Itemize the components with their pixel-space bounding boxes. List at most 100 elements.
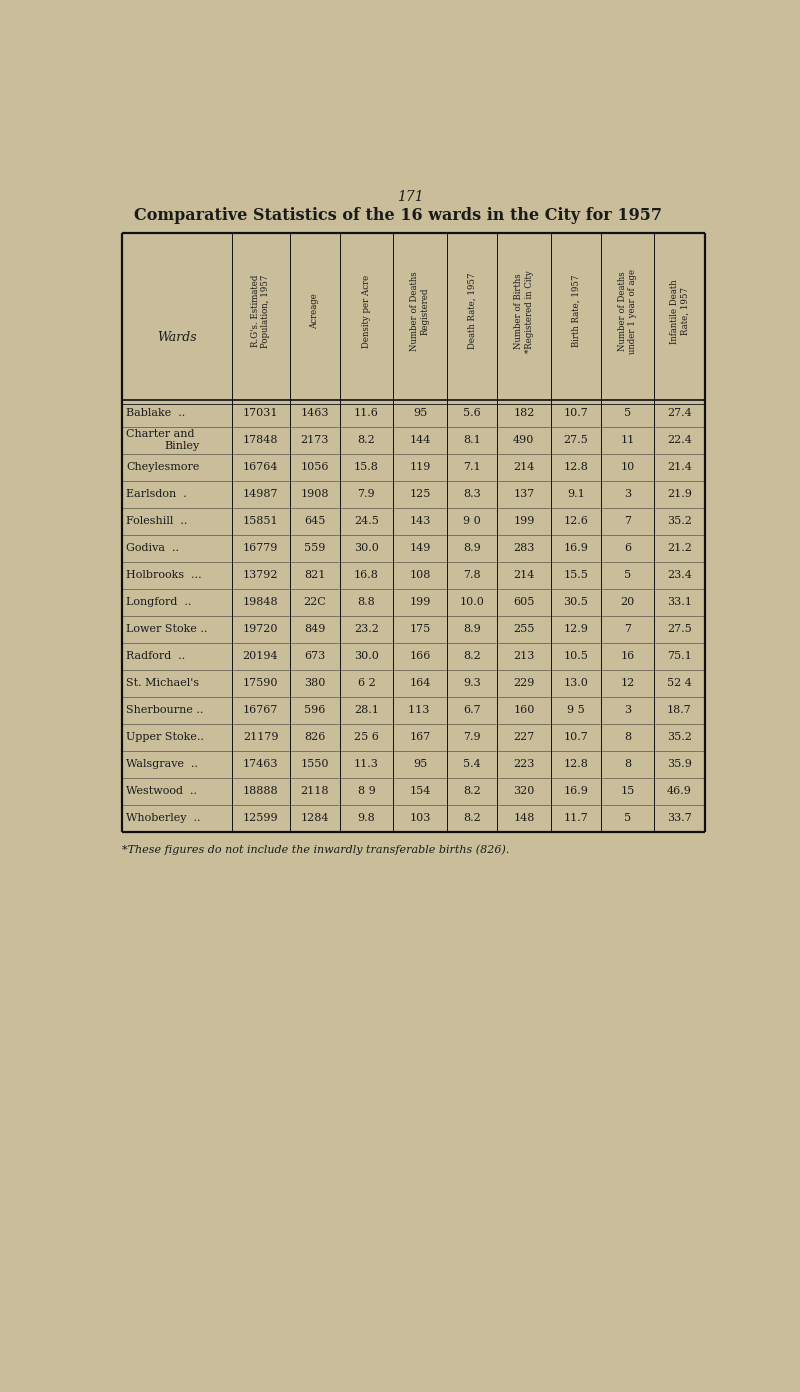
Text: 3: 3 [624, 706, 631, 715]
Text: 849: 849 [304, 624, 326, 635]
Text: 2173: 2173 [300, 436, 329, 445]
Text: 35.9: 35.9 [667, 759, 692, 770]
Text: 28.1: 28.1 [354, 706, 379, 715]
Text: 8.2: 8.2 [463, 651, 481, 661]
Text: 1463: 1463 [300, 408, 329, 418]
Text: 95: 95 [413, 759, 427, 770]
Text: 24.5: 24.5 [354, 516, 379, 526]
Text: 8: 8 [624, 732, 631, 742]
Text: 171: 171 [397, 191, 423, 205]
Text: Radford  ..: Radford .. [126, 651, 186, 661]
Text: Charter and: Charter and [126, 429, 194, 440]
Text: Number of Deaths
under 1 year of age: Number of Deaths under 1 year of age [618, 269, 638, 354]
Text: 125: 125 [410, 489, 431, 500]
Text: 95: 95 [413, 408, 427, 418]
Text: 7.8: 7.8 [463, 571, 481, 580]
Text: 16.9: 16.9 [563, 786, 588, 796]
Text: 7: 7 [624, 516, 631, 526]
Text: 213: 213 [513, 651, 534, 661]
Text: 143: 143 [410, 516, 431, 526]
Text: 108: 108 [410, 571, 431, 580]
Text: Density per Acre: Density per Acre [362, 274, 371, 348]
Text: 223: 223 [513, 759, 534, 770]
Text: 17031: 17031 [242, 408, 278, 418]
Text: 8.2: 8.2 [463, 786, 481, 796]
Text: Westwood  ..: Westwood .. [126, 786, 197, 796]
Text: 11.3: 11.3 [354, 759, 379, 770]
Text: 22C: 22C [303, 597, 326, 607]
Text: 8.1: 8.1 [463, 436, 481, 445]
Text: 7.9: 7.9 [463, 732, 481, 742]
Text: Acreage: Acreage [310, 294, 319, 329]
Text: 18.7: 18.7 [667, 706, 692, 715]
Text: 10: 10 [621, 462, 634, 472]
Text: 6 2: 6 2 [358, 678, 375, 688]
Text: 33.7: 33.7 [667, 813, 692, 823]
Text: 30.0: 30.0 [354, 543, 379, 553]
Text: 167: 167 [410, 732, 430, 742]
Text: Holbrooks  ...: Holbrooks ... [126, 571, 202, 580]
Text: 559: 559 [304, 543, 326, 553]
Text: Godiva  ..: Godiva .. [126, 543, 179, 553]
Text: 5.4: 5.4 [463, 759, 481, 770]
Text: 15851: 15851 [242, 516, 278, 526]
Text: 199: 199 [513, 516, 534, 526]
Text: 21179: 21179 [242, 732, 278, 742]
Text: 11: 11 [621, 436, 634, 445]
Text: 821: 821 [304, 571, 326, 580]
Text: 596: 596 [304, 706, 326, 715]
Text: 12.9: 12.9 [563, 624, 588, 635]
Text: 214: 214 [513, 571, 534, 580]
Text: 20: 20 [621, 597, 634, 607]
Text: 21.9: 21.9 [667, 489, 692, 500]
Text: 9 0: 9 0 [463, 516, 481, 526]
Text: Birth Rate, 1957: Birth Rate, 1957 [571, 276, 580, 348]
Text: 30.5: 30.5 [563, 597, 588, 607]
Text: 645: 645 [304, 516, 326, 526]
Text: 10.0: 10.0 [459, 597, 485, 607]
Text: Walsgrave  ..: Walsgrave .. [126, 759, 198, 770]
Text: Sherbourne ..: Sherbourne .. [126, 706, 203, 715]
Text: 18888: 18888 [242, 786, 278, 796]
Text: Death Rate, 1957: Death Rate, 1957 [467, 273, 477, 349]
Text: 75.1: 75.1 [667, 651, 692, 661]
Text: 7: 7 [624, 624, 631, 635]
Text: 12.8: 12.8 [563, 759, 588, 770]
Text: 8.2: 8.2 [358, 436, 375, 445]
Text: 16.8: 16.8 [354, 571, 379, 580]
Text: 33.1: 33.1 [667, 597, 692, 607]
Text: 27.4: 27.4 [667, 408, 692, 418]
Text: 14987: 14987 [242, 489, 278, 500]
Text: 10.7: 10.7 [563, 732, 588, 742]
Text: 320: 320 [513, 786, 534, 796]
Text: 103: 103 [410, 813, 431, 823]
Text: 8.2: 8.2 [463, 813, 481, 823]
Text: 229: 229 [513, 678, 534, 688]
Text: 1908: 1908 [300, 489, 329, 500]
Text: 16779: 16779 [243, 543, 278, 553]
Text: 19848: 19848 [242, 597, 278, 607]
Text: 12.6: 12.6 [563, 516, 588, 526]
Text: 15.5: 15.5 [563, 571, 588, 580]
Text: 199: 199 [410, 597, 431, 607]
Text: 46.9: 46.9 [667, 786, 692, 796]
Text: Comparative Statistics of the 16 wards in the City for 1957: Comparative Statistics of the 16 wards i… [134, 207, 662, 224]
Text: 21.2: 21.2 [667, 543, 692, 553]
Text: 5: 5 [624, 571, 631, 580]
Text: Bablake  ..: Bablake .. [126, 408, 186, 418]
Text: Whoberley  ..: Whoberley .. [126, 813, 201, 823]
Text: Cheylesmore: Cheylesmore [126, 462, 199, 472]
Text: St. Michael's: St. Michael's [126, 678, 199, 688]
Text: 11.7: 11.7 [563, 813, 588, 823]
Text: 182: 182 [513, 408, 534, 418]
Text: 9.8: 9.8 [358, 813, 375, 823]
Text: 12: 12 [621, 678, 634, 688]
Text: 160: 160 [513, 706, 534, 715]
Text: *These figures do not include the inwardly transferable births (826).: *These figures do not include the inward… [122, 845, 509, 855]
Text: 166: 166 [410, 651, 431, 661]
Text: 16.9: 16.9 [563, 543, 588, 553]
Text: 20194: 20194 [242, 651, 278, 661]
Text: 255: 255 [513, 624, 534, 635]
Text: 137: 137 [514, 489, 534, 500]
Text: 605: 605 [513, 597, 534, 607]
